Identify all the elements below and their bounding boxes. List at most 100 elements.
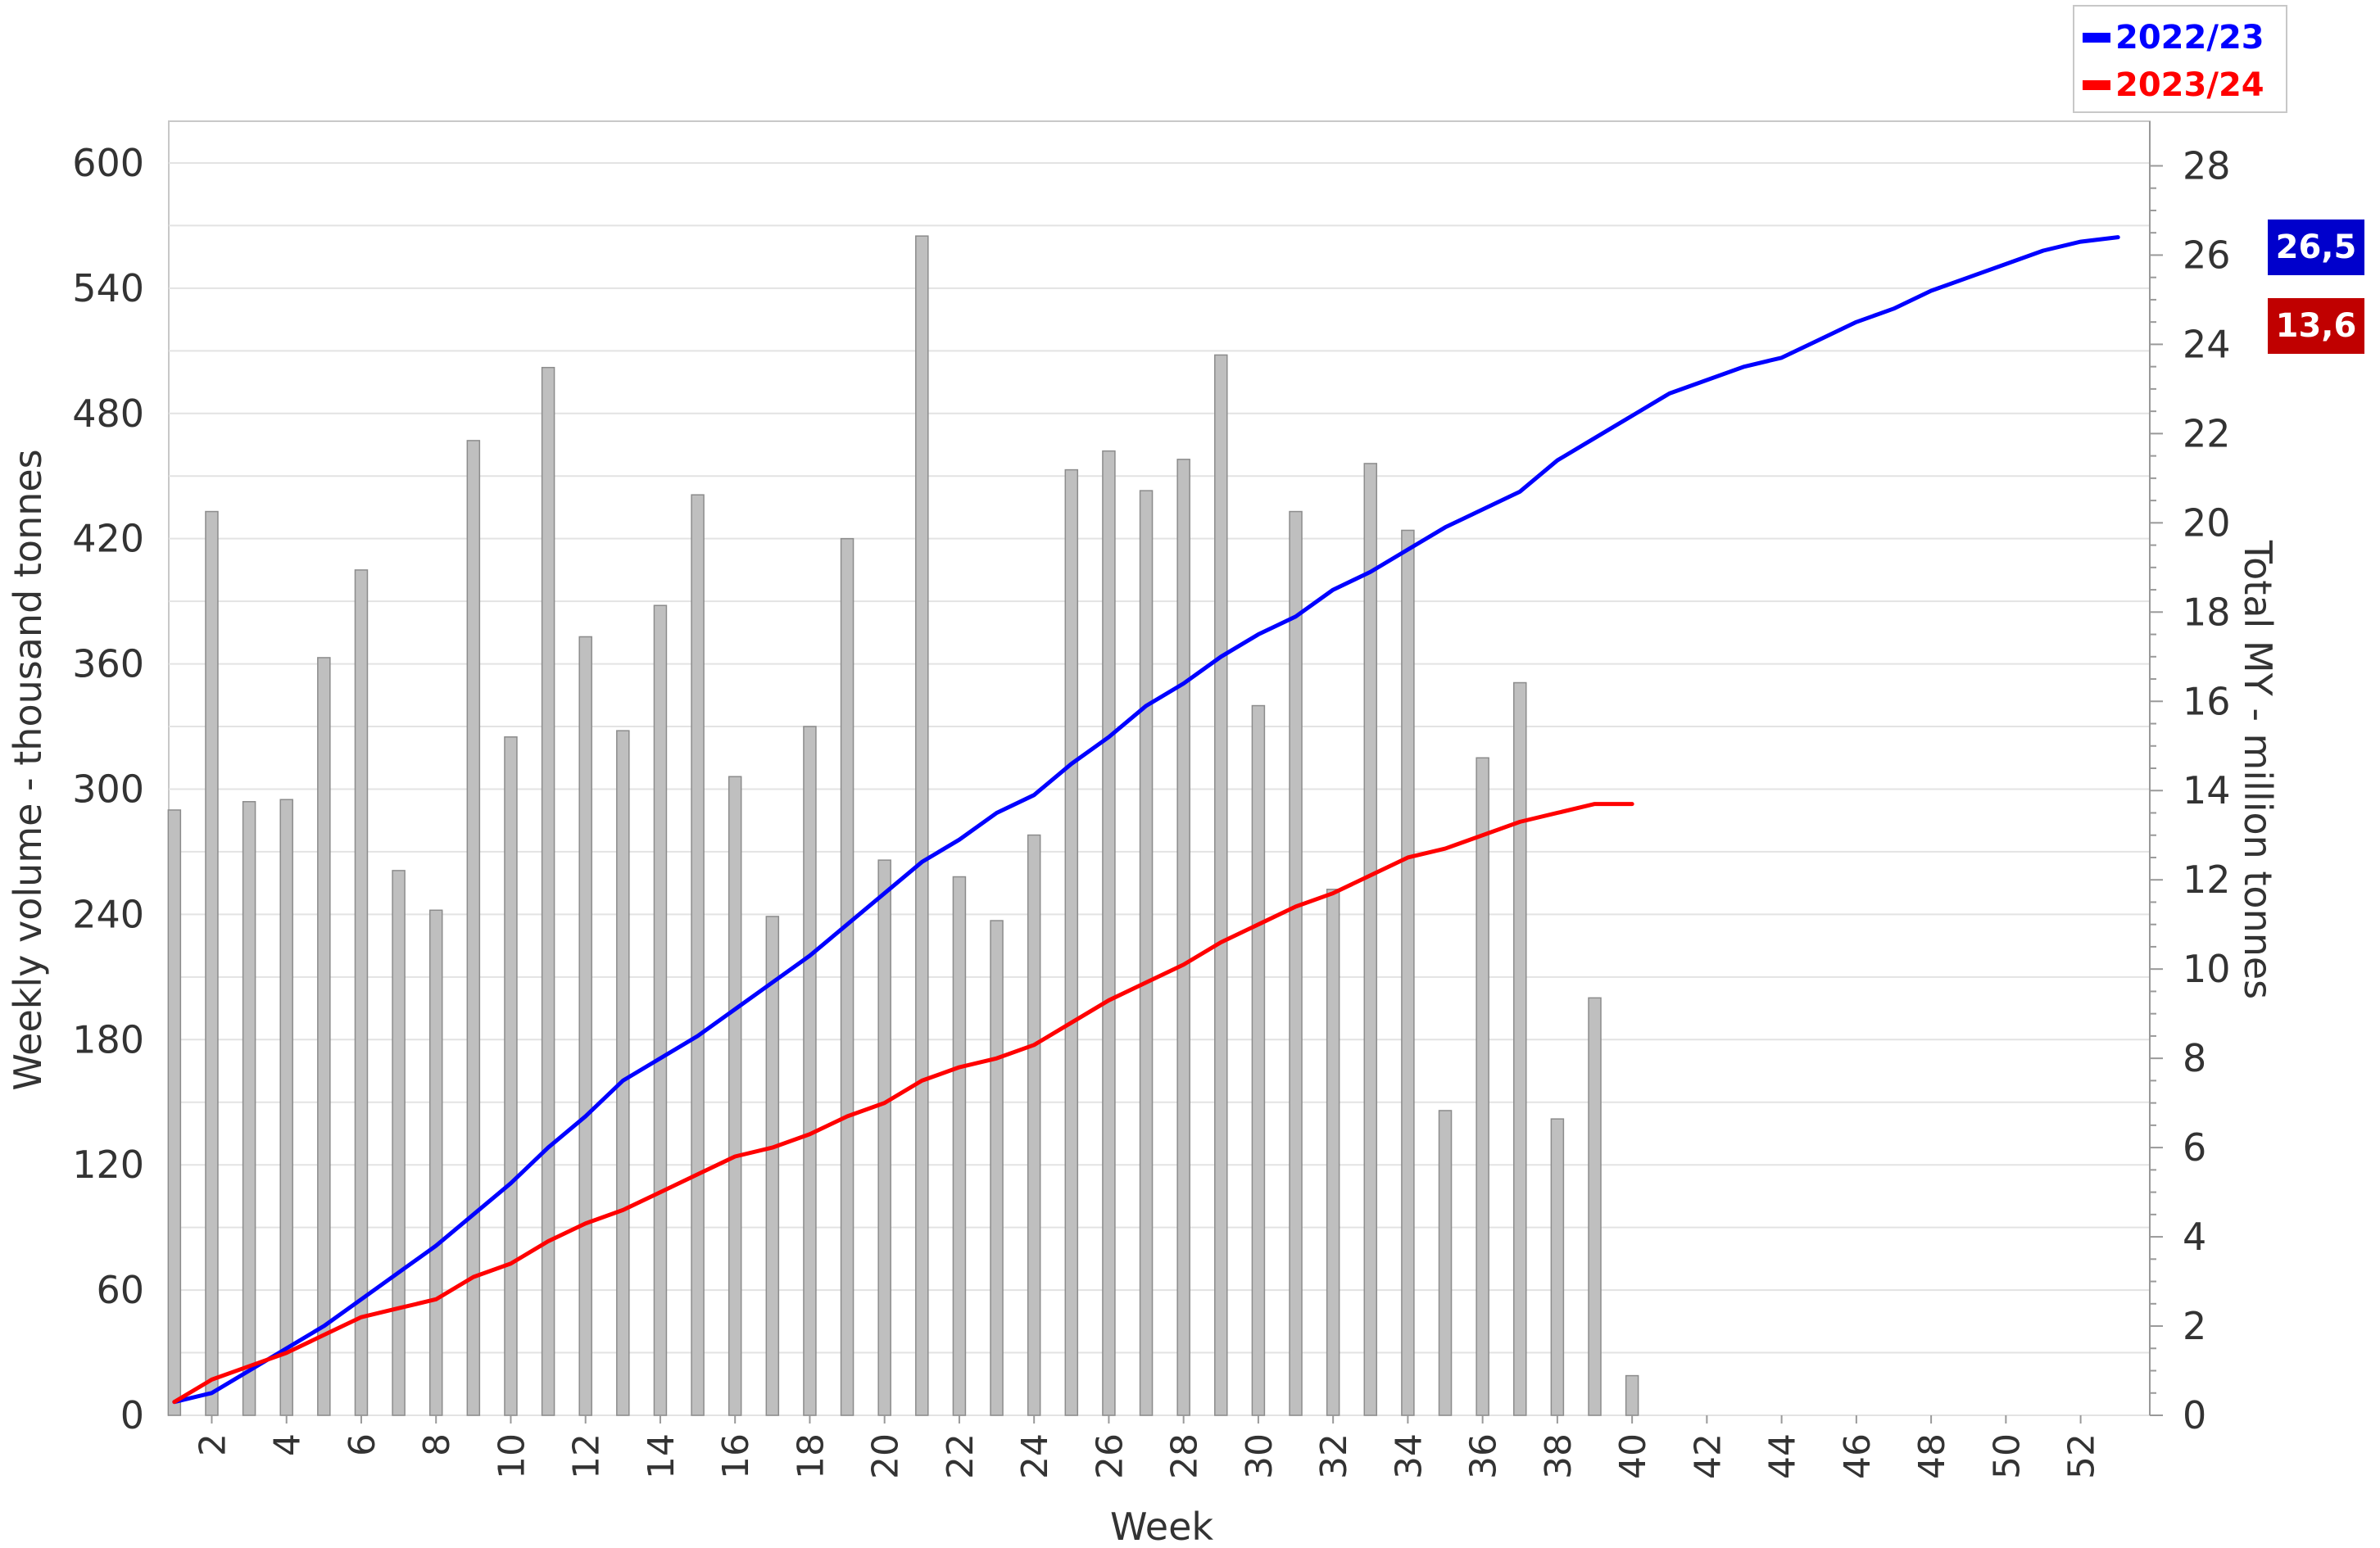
right-tick-label: 10 [2183, 947, 2231, 991]
x-tick-label: 44 [1762, 1433, 1804, 1479]
bar-week-34 [1401, 529, 1415, 1416]
x-tick-label: 16 [715, 1433, 757, 1479]
left-tick-label: 360 [72, 642, 144, 686]
line-series-2022-23 [172, 235, 2120, 1405]
right-axis-title: Total MY - million tonnes [2236, 540, 2280, 999]
bar-week-29 [1214, 354, 1228, 1416]
right-tick-label: 16 [2183, 679, 2231, 723]
right-tick-label: 26 [2183, 233, 2231, 277]
lines-group [172, 235, 2120, 1405]
x-tick-label: 40 [1612, 1433, 1654, 1479]
x-tick-label: 14 [641, 1433, 682, 1479]
left-axis-title: Weekly volume - thousand tonnes [6, 449, 50, 1090]
x-tick-label: 30 [1239, 1433, 1281, 1479]
bar-week-38 [1550, 1118, 1565, 1416]
right-tick-label: 4 [2183, 1215, 2206, 1259]
x-tick-label: 8 [416, 1433, 458, 1456]
x-tick-label: 2 [192, 1433, 233, 1456]
left-tick-label: 120 [72, 1143, 144, 1187]
x-tick-label: 52 [2061, 1433, 2103, 1479]
legend: 2022/23 2023/24 [2073, 5, 2287, 113]
right-tick-label: 14 [2183, 768, 2231, 812]
bar-week-32 [1326, 889, 1340, 1416]
right-tick-label: 18 [2183, 590, 2231, 634]
right-tick-label: 12 [2183, 858, 2231, 902]
left-tick-label: 60 [96, 1268, 144, 1312]
bar-week-33 [1363, 463, 1378, 1416]
bar-week-28 [1176, 459, 1190, 1416]
bar-week-19 [840, 537, 855, 1416]
x-tick-label: 24 [1014, 1433, 1056, 1479]
bar-week-11 [541, 366, 555, 1416]
x-tick-label: 34 [1388, 1433, 1430, 1479]
right-tick-label: 6 [2183, 1125, 2206, 1170]
legend-label-2022-23: 2022/23 [2115, 19, 2264, 57]
bar-week-24 [1027, 834, 1041, 1416]
left-tick-label: 540 [72, 266, 144, 310]
x-tick-label: 26 [1089, 1433, 1131, 1479]
left-tick-label: 240 [72, 892, 144, 936]
left-tick-label: 600 [72, 141, 144, 185]
bar-week-18 [803, 726, 817, 1416]
axes-group: 0601201802403003604204805406000246810121… [72, 121, 2231, 1479]
bar-week-31 [1289, 510, 1303, 1416]
left-tick-label: 300 [72, 767, 144, 811]
bar-week-40 [1625, 1374, 1639, 1416]
bar-week-20 [877, 859, 891, 1416]
right-tick-label: 8 [2183, 1036, 2206, 1080]
bar-week-21 [915, 235, 929, 1416]
bar-week-6 [354, 569, 369, 1416]
x-tick-label: 18 [790, 1433, 832, 1479]
legend-item-2023-24: 2023/24 [2083, 62, 2264, 108]
left-tick-label: 420 [72, 517, 144, 561]
bar-week-17 [765, 916, 780, 1416]
x-tick-label: 42 [1687, 1433, 1729, 1479]
x-tick-label: 10 [491, 1433, 533, 1479]
bar-week-14 [653, 604, 668, 1416]
legend-swatch-red [2083, 80, 2110, 90]
bar-week-1 [167, 809, 182, 1416]
x-tick-label: 12 [566, 1433, 608, 1479]
bars-group [167, 235, 1639, 1416]
right-tick-label: 22 [2183, 411, 2231, 455]
bar-week-13 [616, 730, 630, 1416]
bar-week-30 [1251, 704, 1266, 1416]
bar-week-22 [952, 876, 967, 1416]
bar-week-12 [578, 636, 592, 1416]
grid-lines [168, 120, 2151, 1416]
legend-label-2023-24: 2023/24 [2115, 66, 2264, 104]
end-value-badge-2022-23: 26,5 [2268, 220, 2364, 275]
right-tick-label: 24 [2183, 322, 2231, 366]
end-value-badge-2023-24: 13,6 [2268, 298, 2364, 354]
right-tick-label: 0 [2183, 1393, 2206, 1437]
bar-week-23 [990, 920, 1004, 1416]
x-tick-label: 48 [1911, 1433, 1953, 1479]
x-tick-label: 32 [1313, 1433, 1355, 1479]
right-tick-label: 28 [2183, 143, 2231, 188]
x-tick-label: 22 [940, 1433, 981, 1479]
bar-week-9 [466, 440, 481, 1416]
bar-week-37 [1513, 681, 1527, 1416]
right-tick-label: 2 [2183, 1304, 2206, 1348]
bar-week-39 [1588, 997, 1602, 1416]
bar-week-26 [1102, 450, 1116, 1416]
left-tick-label: 480 [72, 392, 144, 436]
legend-item-2022-23: 2022/23 [2083, 15, 2264, 61]
x-axis-title: Week [1110, 1505, 1213, 1548]
legend-swatch-blue [2083, 33, 2110, 43]
x-tick-label: 20 [865, 1433, 907, 1479]
bar-week-10 [504, 736, 518, 1416]
bar-week-3 [242, 801, 256, 1416]
left-tick-label: 0 [120, 1393, 144, 1437]
bar-week-2 [205, 510, 219, 1416]
bar-week-36 [1476, 757, 1489, 1416]
x-tick-label: 38 [1538, 1433, 1580, 1479]
bar-week-4 [279, 799, 293, 1416]
bar-week-8 [428, 909, 443, 1416]
right-tick-label: 20 [2183, 500, 2231, 545]
bar-week-25 [1064, 468, 1079, 1416]
bar-week-15 [691, 494, 705, 1416]
x-tick-label: 36 [1463, 1433, 1505, 1479]
x-tick-label: 46 [1837, 1433, 1879, 1479]
